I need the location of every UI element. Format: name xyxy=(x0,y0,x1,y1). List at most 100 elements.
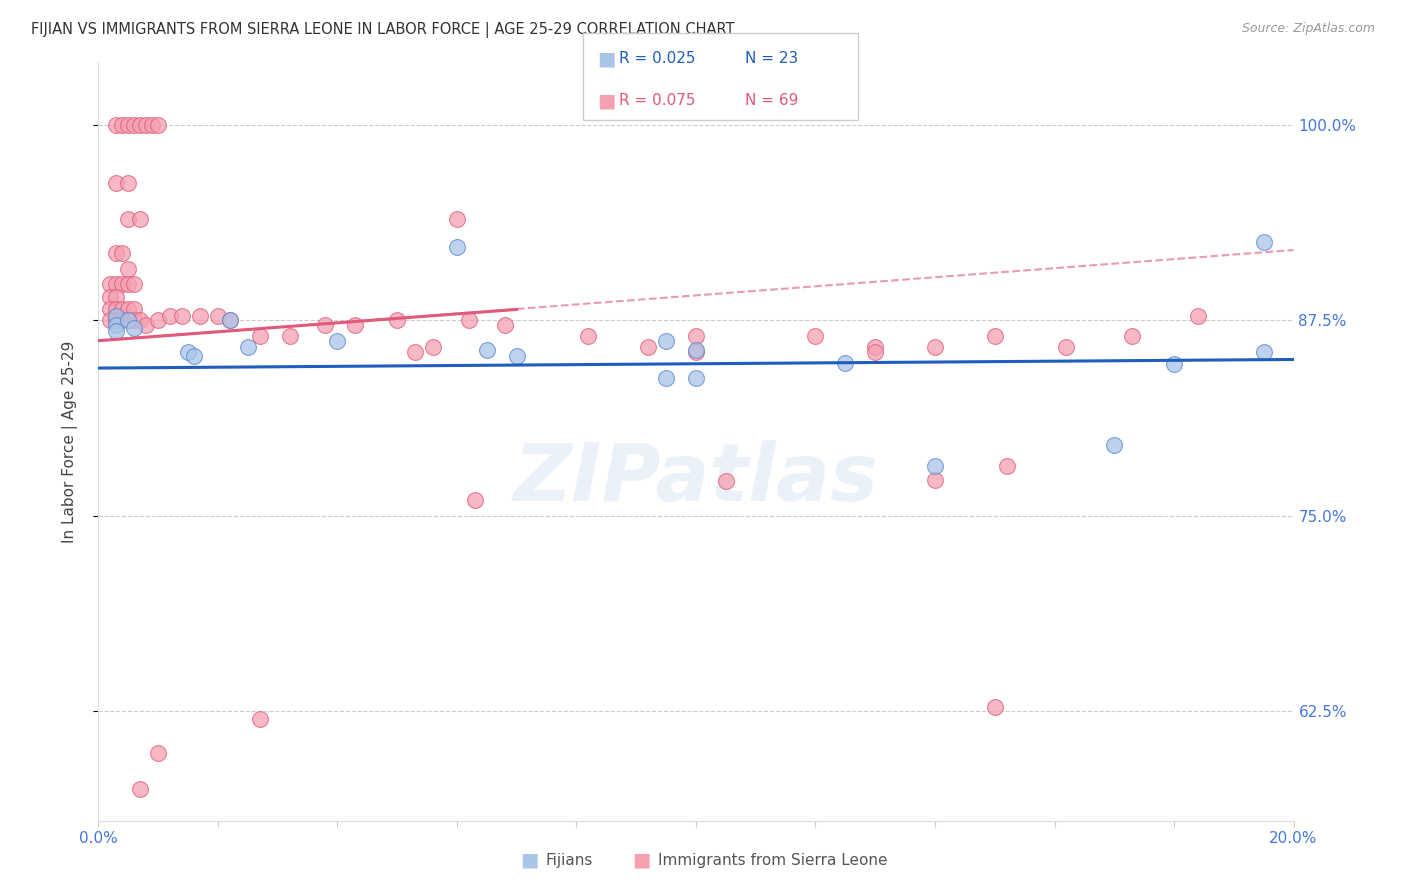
Point xyxy=(129,313,152,327)
Point xyxy=(995,458,1018,473)
Point xyxy=(105,318,128,332)
Text: ■: ■ xyxy=(598,49,616,69)
Point xyxy=(177,344,200,359)
Point xyxy=(105,290,128,304)
Point xyxy=(685,343,707,357)
Point xyxy=(464,493,486,508)
Point xyxy=(475,343,498,357)
Point xyxy=(249,712,271,726)
Text: ■: ■ xyxy=(598,91,616,111)
Point xyxy=(124,313,146,327)
Point xyxy=(117,211,139,226)
Point xyxy=(124,321,146,335)
Point xyxy=(924,340,946,354)
Text: N = 23: N = 23 xyxy=(745,52,799,66)
Point xyxy=(111,313,134,327)
Point xyxy=(105,302,128,317)
Point xyxy=(236,340,259,354)
Point xyxy=(117,176,139,190)
Point xyxy=(159,309,181,323)
Point xyxy=(124,277,146,292)
Point xyxy=(685,371,707,385)
Text: Fijians: Fijians xyxy=(546,853,593,868)
Point xyxy=(105,118,128,132)
Point xyxy=(494,318,516,332)
Point xyxy=(685,344,707,359)
Point xyxy=(655,371,678,385)
Point xyxy=(506,349,529,363)
Point xyxy=(685,329,707,343)
Point xyxy=(117,302,139,317)
Point xyxy=(1104,438,1126,452)
Point xyxy=(98,277,122,292)
Point xyxy=(834,355,856,369)
Point xyxy=(207,309,229,323)
Point xyxy=(446,211,468,226)
Point xyxy=(105,277,128,292)
Text: ■: ■ xyxy=(520,851,538,870)
Point xyxy=(98,290,122,304)
Text: Source: ZipAtlas.com: Source: ZipAtlas.com xyxy=(1241,22,1375,36)
Point xyxy=(188,309,211,323)
Point xyxy=(111,277,134,292)
Point xyxy=(249,329,271,343)
Point xyxy=(135,318,157,332)
Point xyxy=(148,747,170,761)
Point xyxy=(117,261,139,276)
Point xyxy=(655,334,678,348)
Point xyxy=(124,302,146,317)
Point xyxy=(111,302,134,317)
Point xyxy=(129,211,152,226)
Point xyxy=(1187,309,1209,323)
Point xyxy=(117,277,139,292)
Point xyxy=(278,329,301,343)
Point xyxy=(219,313,242,327)
Point xyxy=(1056,340,1078,354)
Text: R = 0.075: R = 0.075 xyxy=(619,94,695,108)
Point xyxy=(111,246,134,260)
Point xyxy=(135,118,157,132)
Text: R = 0.025: R = 0.025 xyxy=(619,52,695,66)
Point xyxy=(404,344,426,359)
Point xyxy=(105,176,128,190)
Text: ■: ■ xyxy=(633,851,651,870)
Point xyxy=(1163,357,1185,371)
Point xyxy=(141,118,163,132)
Point xyxy=(124,118,146,132)
Point xyxy=(578,329,600,343)
Text: N = 69: N = 69 xyxy=(745,94,799,108)
Point xyxy=(984,329,1007,343)
Point xyxy=(129,782,152,797)
Point xyxy=(804,329,827,343)
Point xyxy=(105,246,128,260)
Point xyxy=(98,302,122,317)
Text: FIJIAN VS IMMIGRANTS FROM SIERRA LEONE IN LABOR FORCE | AGE 25-29 CORRELATION CH: FIJIAN VS IMMIGRANTS FROM SIERRA LEONE I… xyxy=(31,22,734,38)
Text: ZIPatlas: ZIPatlas xyxy=(513,441,879,518)
Point xyxy=(865,340,887,354)
Point xyxy=(105,313,128,327)
Point xyxy=(344,318,367,332)
Point xyxy=(117,118,139,132)
Point xyxy=(385,313,409,327)
Point xyxy=(637,340,659,354)
Point xyxy=(326,334,349,348)
Point xyxy=(129,118,152,132)
Point xyxy=(105,324,128,338)
Point xyxy=(714,475,737,489)
Point xyxy=(865,344,887,359)
Point xyxy=(148,118,170,132)
Point xyxy=(183,349,205,363)
Point xyxy=(315,318,337,332)
Point xyxy=(924,473,946,487)
Point xyxy=(1253,344,1275,359)
Point xyxy=(1121,329,1143,343)
Point xyxy=(105,309,128,323)
Point xyxy=(984,699,1007,714)
Point xyxy=(446,240,468,254)
Point xyxy=(219,313,242,327)
Point xyxy=(924,458,946,473)
Point xyxy=(98,313,122,327)
Point xyxy=(1253,235,1275,250)
Point xyxy=(458,313,481,327)
Point xyxy=(111,118,134,132)
